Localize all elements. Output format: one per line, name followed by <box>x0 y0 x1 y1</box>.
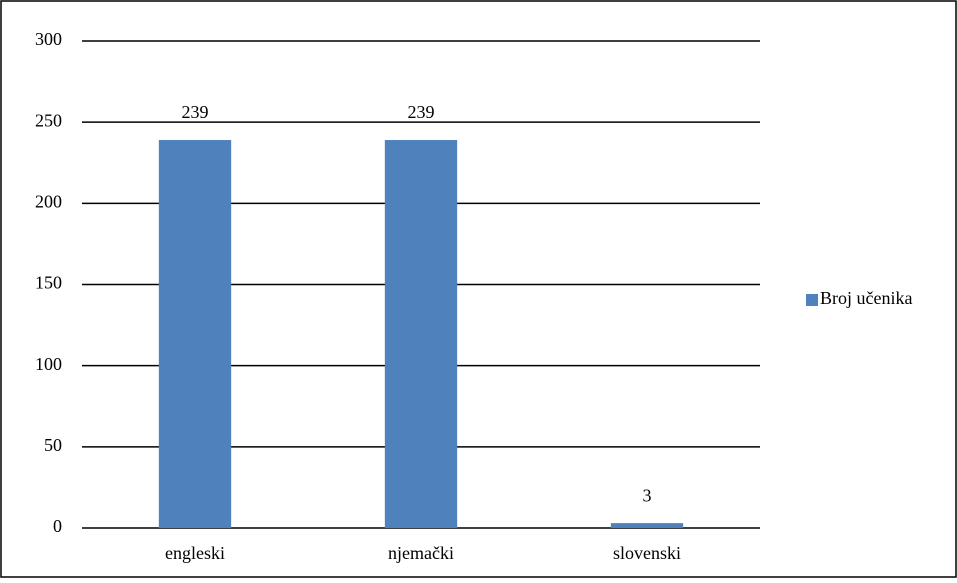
x-tick-label: engleski <box>165 543 225 563</box>
y-tick-label: 100 <box>35 354 62 374</box>
y-tick-label: 150 <box>35 273 62 293</box>
y-tick-label: 250 <box>35 110 62 130</box>
legend-label: Broj učenika <box>820 288 912 308</box>
bar <box>158 140 232 529</box>
data-label: 239 <box>408 102 435 122</box>
y-tick-label: 200 <box>35 191 62 211</box>
y-tick-label: 300 <box>35 29 62 49</box>
y-tick-label: 50 <box>44 435 62 455</box>
data-label: 3 <box>643 485 652 505</box>
x-tick-label: slovenski <box>613 543 681 563</box>
bar <box>384 140 458 529</box>
bar <box>610 523 684 528</box>
x-tick-label: njemački <box>388 543 454 563</box>
data-label: 239 <box>182 102 209 122</box>
legend-swatch <box>806 294 818 306</box>
y-tick-label: 0 <box>53 516 62 536</box>
